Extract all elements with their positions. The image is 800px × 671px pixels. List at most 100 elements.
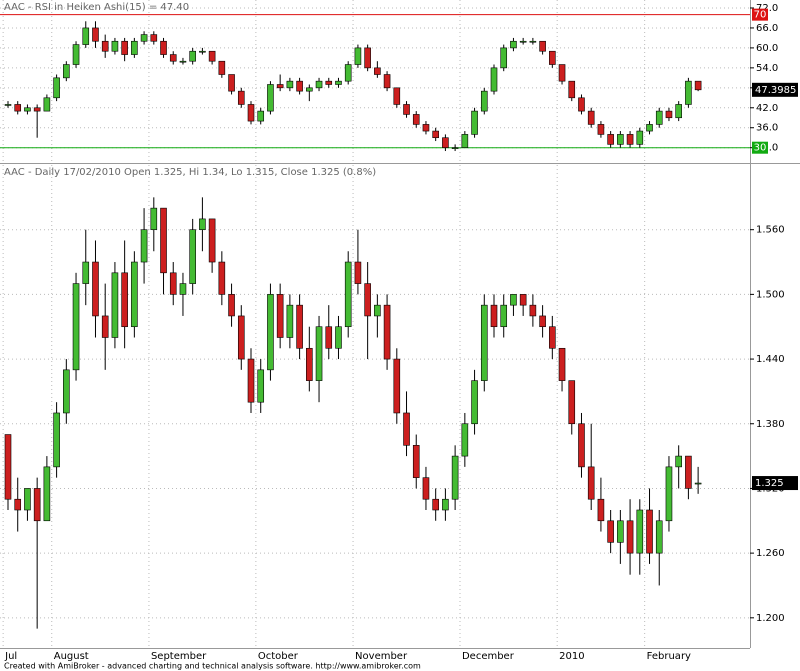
candle-body: [607, 520, 614, 543]
candle-body: [53, 412, 60, 468]
candle-body: [549, 326, 556, 349]
candle-body: [646, 509, 653, 554]
candle-body: [461, 134, 469, 148]
candle-body: [539, 315, 546, 328]
candle-body: [364, 47, 371, 69]
candle-body: [267, 294, 274, 371]
candle-body: [257, 110, 265, 122]
candle-body: [160, 40, 167, 55]
candle-body: [490, 67, 498, 92]
candle-body: [160, 207, 167, 274]
candle-body: [111, 272, 119, 338]
candle-body: [529, 40, 537, 43]
candle-body: [587, 110, 595, 125]
candle-body: [189, 229, 196, 284]
candle-body: [480, 304, 488, 381]
candle-body: [82, 261, 90, 284]
candle-body: [33, 107, 41, 112]
last-value-box: [752, 82, 798, 97]
x-tick-label: Jul: [4, 651, 17, 662]
candle-body: [169, 272, 177, 295]
candle-body: [626, 520, 634, 554]
x-tick-label: August: [54, 651, 89, 662]
pane-title: AAC - RSI in Heiken Ashi(15) = 47.40: [4, 2, 189, 13]
candle-body: [587, 466, 595, 500]
candle-body: [665, 110, 673, 119]
reference-label-box: [752, 8, 768, 21]
candle-body: [14, 498, 22, 511]
reference-label: 70: [754, 10, 767, 21]
candle-body: [4, 104, 12, 106]
candle-body: [101, 315, 109, 338]
candle-body: [685, 455, 692, 489]
candle-body: [471, 380, 478, 425]
candle-body: [568, 380, 576, 425]
candle-body: [24, 488, 31, 511]
candle-body: [451, 455, 459, 500]
candle-body: [43, 97, 51, 112]
candle-body: [169, 54, 177, 62]
candle-body: [374, 67, 381, 75]
candle-body: [597, 498, 605, 522]
candle-body: [403, 412, 410, 446]
candle-body: [685, 80, 692, 105]
y-tick-label: 36.0: [756, 123, 778, 134]
candle-body: [519, 40, 527, 43]
candle-body: [617, 134, 624, 145]
candle-body: [228, 74, 235, 92]
candle-body: [92, 261, 99, 317]
candle-body: [549, 50, 556, 65]
candle-body: [675, 455, 682, 468]
candle-body: [383, 74, 391, 89]
candle-body: [43, 466, 51, 522]
candle-body: [422, 124, 430, 132]
y-tick-label: 66.0: [756, 23, 778, 34]
candle-body: [267, 84, 274, 112]
y-tick-label: 42.0: [756, 103, 778, 114]
candle-body: [442, 498, 449, 511]
candle-body: [344, 261, 352, 328]
candle-body: [131, 40, 138, 55]
candle-body: [179, 60, 187, 63]
candle-body: [199, 50, 206, 53]
candle-body: [247, 358, 255, 403]
candle-body: [237, 315, 245, 360]
reference-label: 30: [754, 143, 767, 154]
candle-body: [510, 294, 517, 306]
candle-body: [72, 44, 80, 65]
footer: Created with AmiBroker - advanced charti…: [4, 662, 421, 671]
candle-body: [325, 80, 333, 85]
candle-body: [354, 261, 362, 284]
candle-body: [432, 130, 439, 139]
candle-body: [208, 50, 216, 62]
candle-body: [257, 369, 265, 403]
y-tick-label: 54.0: [756, 63, 778, 74]
candle-body: [296, 304, 303, 349]
y-tick-label: 1.560: [756, 225, 785, 236]
candle-body: [208, 218, 216, 263]
candle-body: [636, 130, 644, 145]
last-value-label: 1.325: [755, 478, 784, 489]
candle-body: [276, 294, 284, 338]
candle-body: [675, 104, 682, 119]
candle-body: [276, 84, 284, 89]
candle-body: [82, 27, 90, 45]
candle-body: [646, 124, 653, 132]
candle-body: [218, 261, 226, 295]
x-tick-label: February: [647, 651, 691, 662]
candle-body: [558, 347, 566, 381]
candle-body: [374, 304, 381, 317]
x-tick-label: 2010: [559, 651, 584, 662]
candle-body: [568, 80, 576, 99]
y-tick-label: 60.0: [756, 43, 778, 54]
candle-body: [63, 64, 70, 79]
x-tick-label: December: [462, 651, 515, 662]
candle-body: [72, 283, 80, 371]
candle-body: [315, 80, 323, 89]
candle-body: [199, 218, 206, 230]
candle-body: [33, 488, 41, 522]
candle-body: [335, 80, 342, 85]
candle-body: [92, 27, 99, 42]
candle-body: [529, 304, 537, 317]
